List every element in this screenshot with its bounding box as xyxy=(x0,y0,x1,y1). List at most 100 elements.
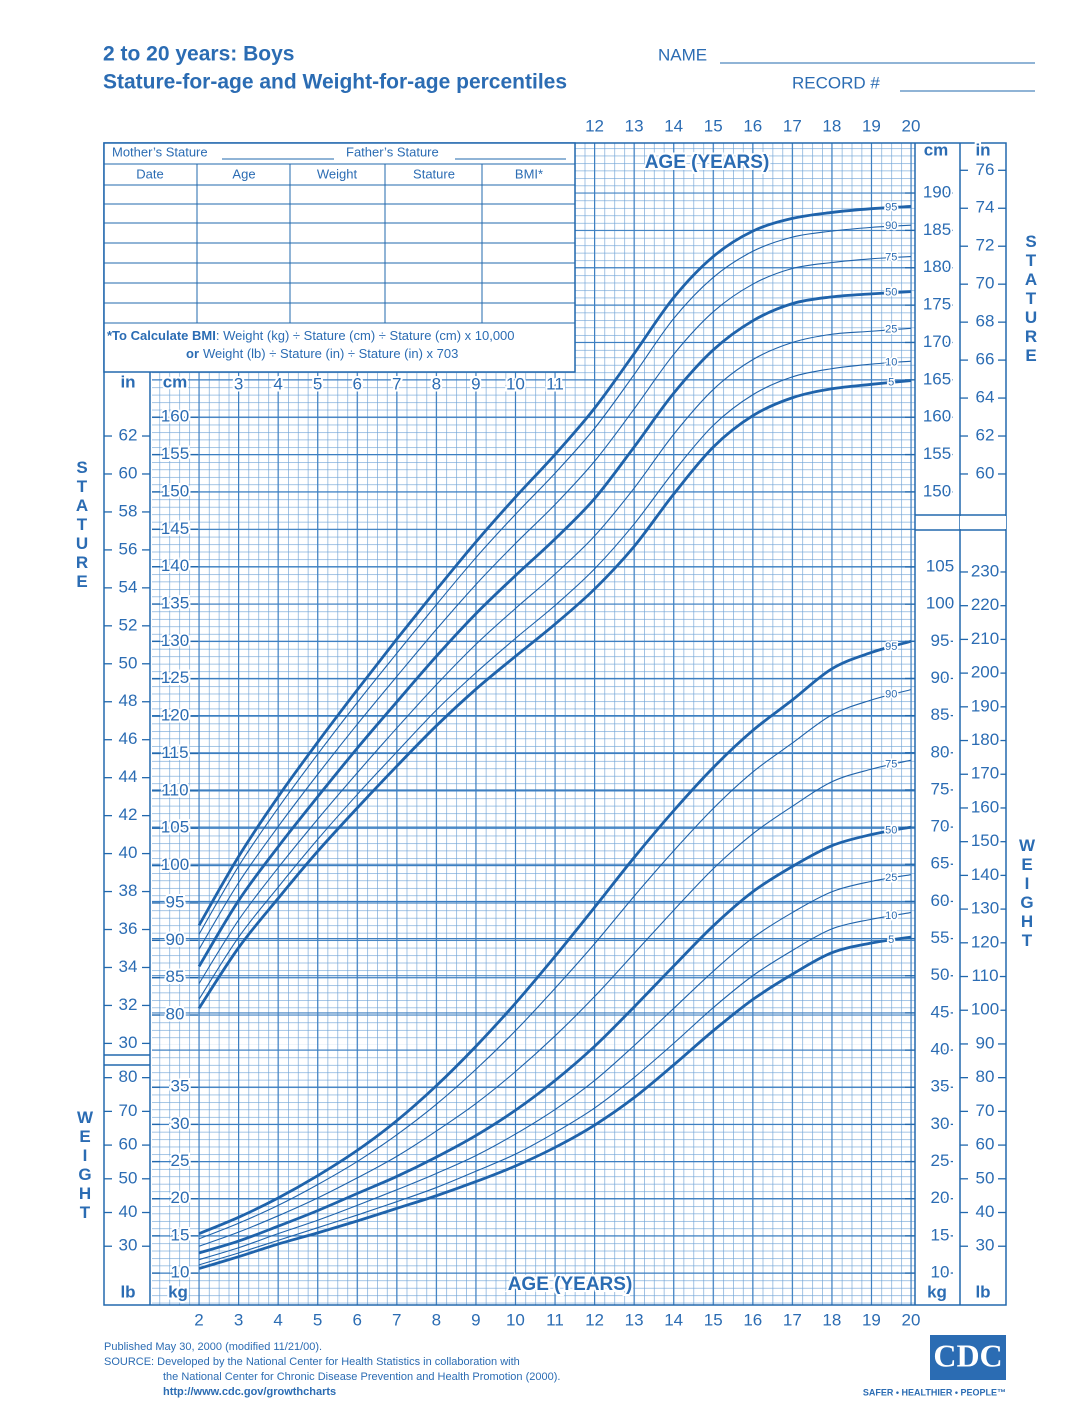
y-tick-label: 70 xyxy=(976,1101,995,1120)
y-tick-label: 130 xyxy=(161,631,189,650)
mother-stature: Mother’s Stature xyxy=(112,144,208,159)
unit-label: cm xyxy=(163,372,188,391)
percentile-label: 75 xyxy=(885,759,897,771)
y-tick-label: 80 xyxy=(119,1067,138,1086)
percentile-label: 10 xyxy=(885,357,897,369)
x-tick-label: 5 xyxy=(313,1310,322,1329)
x-tick-label: 11 xyxy=(546,374,564,393)
y-tick-label: 40 xyxy=(931,1040,950,1059)
y-tick-label: 175 xyxy=(923,295,951,314)
y-tick-label: 25 xyxy=(171,1151,190,1170)
y-tick-label: 34 xyxy=(119,957,138,976)
y-tick-label: 155 xyxy=(923,444,951,463)
y-axis-label: WEIGHT xyxy=(1019,836,1036,950)
x-tick-label: 3 xyxy=(234,374,243,393)
y-tick-label: 145 xyxy=(161,519,189,538)
percentile-curve xyxy=(198,935,912,1270)
y-tick-label: 150 xyxy=(923,481,951,500)
y-tick-label: 210 xyxy=(971,629,999,648)
x-tick-label: 16 xyxy=(743,116,762,135)
y-axis-label: STATURE xyxy=(1024,232,1038,365)
x-tick-label: 8 xyxy=(432,374,441,393)
percentile-label: 25 xyxy=(885,324,897,336)
y-tick-label: 160 xyxy=(161,407,189,426)
percentile-label: 50 xyxy=(885,825,897,837)
y-tick-label: 95 xyxy=(166,892,185,911)
y-tick-label: 60 xyxy=(976,1135,995,1154)
x-tick-label: 20 xyxy=(902,1310,921,1329)
y-tick-label: 40 xyxy=(119,1202,138,1221)
y-tick-label: 60 xyxy=(119,463,138,482)
y-tick-label: 80 xyxy=(166,1004,185,1023)
y-tick-label: 135 xyxy=(161,593,189,612)
y-tick-label: 15 xyxy=(171,1225,190,1244)
percentile-label: 5 xyxy=(888,934,894,946)
percentile-curve xyxy=(198,224,912,935)
y-tick-label: 120 xyxy=(971,932,999,951)
y-tick-label: 170 xyxy=(971,764,999,783)
y-tick-label: 10 xyxy=(171,1263,190,1282)
minor-grid xyxy=(152,1045,915,1305)
percentile-curve xyxy=(198,912,912,1266)
y-tick-label: 76 xyxy=(976,160,995,179)
y-tick-label: 180 xyxy=(971,730,999,749)
x-tick-label: 19 xyxy=(862,116,881,135)
percentile-label: 90 xyxy=(885,689,897,701)
y-tick-label: 190 xyxy=(971,696,999,715)
bmi-note-bold: *To Calculate BMI xyxy=(107,328,216,343)
y-tick-label: 140 xyxy=(161,556,189,575)
percentile-curve xyxy=(197,379,912,1010)
y-tick-label: 60 xyxy=(931,891,950,910)
y-tick-label: 90 xyxy=(166,930,185,949)
percentile-curve xyxy=(198,759,912,1247)
bmi-note-bold: or xyxy=(186,346,199,361)
x-tick-label: 17 xyxy=(783,1310,802,1329)
y-tick-label: 100 xyxy=(161,855,189,874)
logo: CDC xyxy=(933,1337,1002,1373)
gap xyxy=(960,516,1006,529)
y-tick-label: 150 xyxy=(971,831,999,850)
y-tick-label: 30 xyxy=(931,1114,950,1133)
x-tick-label: 12 xyxy=(585,1310,604,1329)
footer-url: http://www.cdc.gov/growthcharts xyxy=(163,1386,336,1398)
y-tick-label: 52 xyxy=(119,615,138,634)
percentile-curve xyxy=(197,290,912,968)
x-tick-label: 20 xyxy=(902,116,921,135)
y-tick-label: 165 xyxy=(923,369,951,388)
father-stature: Father’s Stature xyxy=(346,144,439,159)
x-tick-label: 18 xyxy=(822,1310,841,1329)
y-tick-label: 200 xyxy=(971,663,999,682)
y-tick-label: 40 xyxy=(976,1202,995,1221)
title: 2 to 20 years: Boys xyxy=(103,43,294,66)
y-tick-label: 62 xyxy=(976,426,995,445)
y-tick-label: 62 xyxy=(119,426,138,445)
x-tick-label: 6 xyxy=(352,1310,361,1329)
y-tick-label: 68 xyxy=(976,312,995,331)
y-tick-label: 95 xyxy=(931,631,950,650)
bmi-note: *To Calculate BMI: Weight (kg) ÷ Stature… xyxy=(107,328,515,343)
percentile-label: 50 xyxy=(885,287,897,299)
column-header: Stature xyxy=(413,166,455,181)
y-tick-label: 74 xyxy=(976,198,995,217)
y-tick-label: 48 xyxy=(119,691,138,710)
y-tick-label: 105 xyxy=(161,818,189,837)
y-tick-label: 80 xyxy=(931,742,950,761)
x-tick-label: 13 xyxy=(625,1310,644,1329)
x-tick-label: 12 xyxy=(585,116,604,135)
y-tick-label: 120 xyxy=(161,706,189,725)
y-axis-label: STATURE xyxy=(75,458,89,591)
slogan: SAFER • HEALTHIER • PEOPLE™ xyxy=(863,1387,1006,1397)
x-tick-label: 7 xyxy=(392,1310,401,1329)
y-tick-label: 160 xyxy=(923,407,951,426)
y-tick-label: 75 xyxy=(931,779,950,798)
x-tick-label: 3 xyxy=(234,1310,243,1329)
y-tick-label: 58 xyxy=(119,501,138,520)
y-tick-label: 230 xyxy=(971,561,999,580)
percentile-label: 95 xyxy=(885,641,897,653)
y-tick-label: 85 xyxy=(931,705,950,724)
percentile-curve xyxy=(198,255,912,950)
y-tick-label: 130 xyxy=(971,899,999,918)
unit-label: in xyxy=(975,140,990,159)
record-label: RECORD # xyxy=(792,73,880,92)
